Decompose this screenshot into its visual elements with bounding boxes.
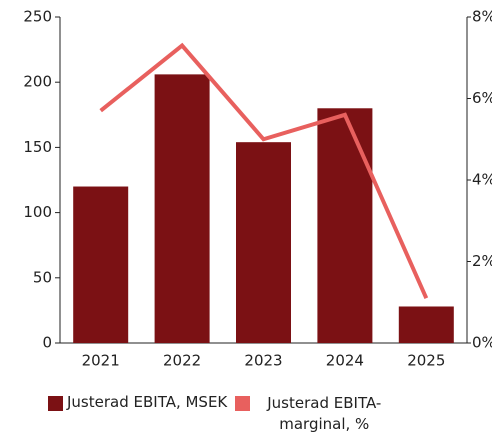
line (99, 42, 429, 299)
bar (73, 186, 129, 343)
legend: Justerad EBITA, MSEK Justerad EBITA-marg… (48, 393, 394, 435)
y2-tick-label: 0% (472, 334, 492, 352)
y2-tick-label: 2% (472, 252, 492, 270)
x-tick-label: 2021 (82, 352, 120, 370)
legend-swatch (48, 396, 63, 411)
y-tick-label: 200 (23, 73, 52, 91)
y-tick-label: 150 (23, 138, 52, 156)
legend-item: Justerad EBITA, MSEK (48, 393, 227, 435)
legend-label: Justerad EBITA-marginal, % (267, 394, 382, 433)
bar (398, 306, 454, 343)
x-tick-label: 2023 (244, 352, 282, 370)
y-tick-label: 100 (23, 203, 52, 221)
y2-tick-label: 8% (472, 8, 492, 26)
bar (317, 108, 373, 343)
bar (154, 74, 210, 343)
x-tick-label: 2022 (163, 352, 201, 370)
x-tick-label: 2024 (326, 352, 364, 370)
y2-tick-label: 4% (472, 171, 492, 189)
legend-item: Justerad EBITA-marginal, % (235, 393, 394, 435)
y-tick-label: 250 (23, 8, 52, 26)
legend-swatch (235, 396, 251, 411)
legend-label: Justerad EBITA, MSEK (67, 393, 228, 411)
y-tick-label: 0 (42, 334, 52, 352)
chart: 0 50 100 150 200 250 0% 2% 4% 6% 8% 2021 2022 2023 202… (23, 8, 492, 370)
bar (236, 142, 291, 343)
y-tick-label: 50 (33, 268, 52, 286)
y2-tick-label: 6% (472, 89, 492, 107)
x-tick-label: 2025 (407, 352, 445, 370)
